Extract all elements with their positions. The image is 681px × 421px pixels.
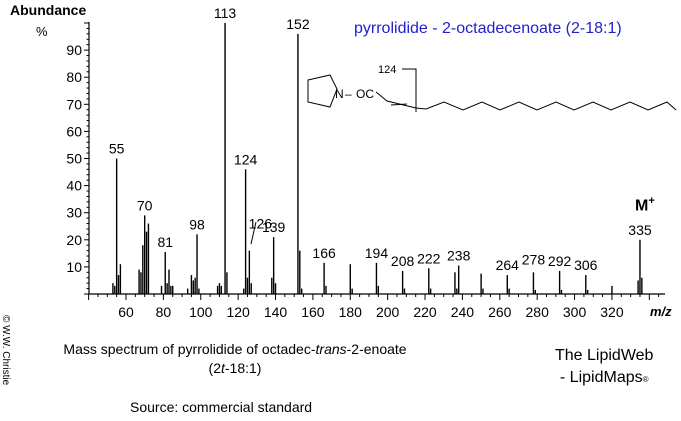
pyrrolidine-ring: [307, 74, 338, 108]
caption-italic: trans: [315, 341, 347, 357]
y-tick-label: 90: [66, 42, 82, 58]
axis-tick-labels: 60 80 100 120 140 160 180 200 220 240 260 280 300 320…: [66, 42, 623, 320]
x-tick-label: 300: [563, 304, 587, 320]
peak-label: 55: [109, 141, 125, 157]
caption-text: -2-enoate: [346, 341, 407, 357]
peak-label: 278: [522, 251, 546, 267]
peak-label: 166: [312, 245, 336, 261]
molecule-structure: [307, 68, 677, 112]
molecular-ion-label: M+: [635, 195, 655, 215]
peak-label: 152: [286, 16, 310, 32]
x-tick-label: 160: [301, 304, 325, 320]
x-tick-label: 280: [526, 304, 550, 320]
peak-label: 124: [234, 151, 258, 167]
x-tick-label: 180: [339, 304, 363, 320]
x-tick-label: 240: [451, 304, 475, 320]
fragment-124-label: 124: [378, 64, 396, 76]
axis-ticks: [84, 22, 660, 300]
y-axis-unit: %: [36, 24, 48, 39]
peak-label: 81: [157, 234, 173, 250]
double-bond-line: [390, 103, 408, 106]
y-tick-label: 70: [66, 96, 82, 112]
molecular-ion-charge: +: [648, 195, 655, 207]
y-tick-label: 50: [66, 151, 82, 167]
peak-label: 70: [137, 197, 153, 213]
molecular-ion-m: M: [635, 197, 649, 215]
brand: The LipidWeb - LipidMaps®: [555, 345, 653, 391]
peak-label: 194: [365, 245, 389, 261]
caption-italic: t: [220, 360, 225, 376]
peak-label: 208: [391, 253, 415, 269]
y-axis-title: Abundance: [10, 2, 87, 18]
y-tick-label: 30: [66, 205, 82, 221]
y-tick-label: 80: [66, 69, 82, 85]
caption-line-1: Mass spectrum of pyrrolidide of octadec-…: [45, 340, 425, 359]
copyright-text: © W.W. Christie: [0, 315, 11, 386]
x-axis-title: m/z: [650, 304, 672, 319]
x-tick-label: 80: [156, 304, 172, 320]
x-tick-label: 320: [600, 304, 624, 320]
x-tick-label: 60: [118, 304, 134, 320]
brand-line-1: The LipidWeb: [555, 347, 654, 364]
registered-mark: ®: [642, 375, 649, 384]
source-text: Source: commercial standard: [130, 399, 313, 415]
peak-label: 222: [417, 250, 441, 266]
y-tick-label: 40: [66, 178, 82, 194]
fragment-124-marker: [402, 68, 417, 112]
x-tick-label: 140: [264, 304, 288, 320]
y-tick-label: 20: [66, 232, 82, 248]
peak-label: 306: [574, 257, 598, 273]
x-tick-label: 120: [226, 304, 250, 320]
peak-label: 264: [496, 257, 520, 273]
x-tick-label: 260: [488, 304, 512, 320]
caption: Mass spectrum of pyrrolidide of octadec-…: [45, 340, 425, 378]
y-tick-label: 60: [66, 123, 82, 139]
x-tick-label: 220: [413, 304, 437, 320]
structure-n-label: N: [335, 87, 344, 101]
brand-text: - LipidMaps: [559, 369, 643, 386]
peak-label: 113: [214, 5, 237, 21]
peak-label: 292: [548, 253, 572, 269]
caption-text: -18:1): [224, 360, 262, 376]
peak-label: 238: [447, 248, 471, 264]
peak-bars: [112, 23, 643, 294]
structure-oc-label: OC: [356, 87, 374, 101]
brand-line-2: - LipidMaps®: [555, 367, 653, 391]
fatty-acid-chain: [375, 91, 677, 111]
chart-title: pyrrolidide - 2-octadecenoate (2-18:1): [354, 20, 622, 37]
structure-dash: –: [345, 87, 352, 101]
caption-text: (2: [208, 360, 221, 376]
y-tick-label: 10: [66, 259, 82, 275]
x-tick-label: 100: [189, 304, 213, 320]
x-tick-label: 200: [376, 304, 400, 320]
label-126-leader: [250, 221, 257, 245]
peak-label: 335: [628, 222, 652, 238]
peak-label: 98: [189, 216, 205, 232]
caption-text: Mass spectrum of pyrrolidide of octadec-: [63, 341, 316, 357]
caption-line-2: (2t-18:1): [45, 359, 425, 378]
peak-label: 139: [262, 219, 286, 235]
mass-spectrum-chart: 60 80 100 120 140 160 180 200 220 240 260 280 300 320…: [66, 5, 677, 320]
